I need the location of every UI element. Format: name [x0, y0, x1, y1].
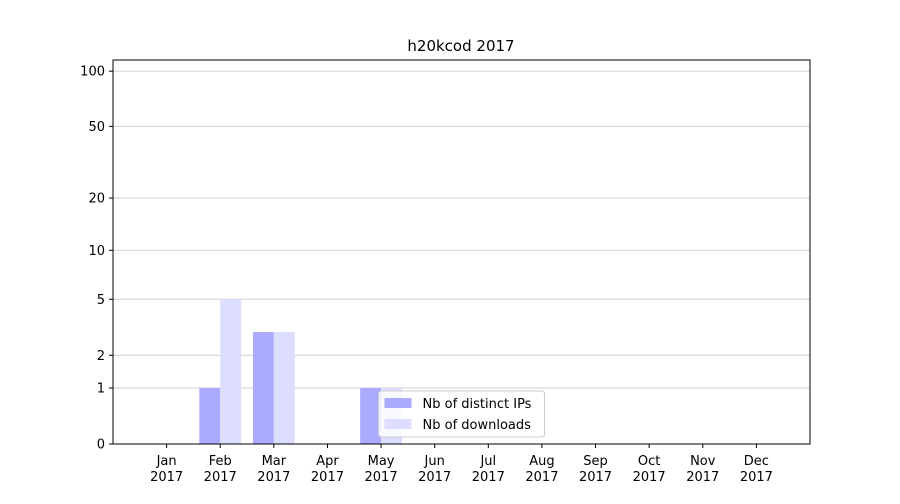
chart-title: h20kcod 2017	[407, 37, 514, 55]
bar	[252, 332, 274, 444]
y-tick-label: 2	[97, 349, 105, 364]
legend-label: Nb of downloads	[423, 418, 532, 433]
legend-swatch	[384, 419, 412, 429]
x-tick-label: Nov 2017	[686, 454, 719, 485]
x-tick-label: Jun 2017	[418, 454, 451, 485]
x-tick-label: Sep 2017	[579, 454, 612, 485]
x-tick-label: Jan 2017	[150, 454, 183, 485]
x-tick-label: Apr 2017	[311, 454, 344, 485]
y-tick-label: 50	[88, 120, 105, 135]
x-tick-label: Mar 2017	[257, 454, 290, 485]
y-tick-label: 100	[80, 65, 105, 80]
bar	[360, 388, 382, 444]
y-tick-label: 20	[88, 192, 105, 207]
x-tick-label: Aug 2017	[525, 454, 558, 485]
x-tick-label: Dec 2017	[740, 454, 773, 485]
x-tick-label: Feb 2017	[204, 454, 237, 485]
bar	[199, 388, 221, 444]
legend-label: Nb of distinct IPs	[423, 397, 532, 412]
y-tick-label: 0	[97, 438, 105, 453]
y-tick-label: 1	[97, 382, 105, 397]
y-tick-label: 5	[97, 293, 105, 308]
x-tick-label: May 2017	[365, 454, 398, 485]
y-tick-label: 10	[88, 244, 105, 259]
bar	[273, 332, 295, 444]
plot-frame	[112, 59, 811, 445]
bar	[220, 299, 242, 444]
legend-box	[378, 390, 545, 438]
x-tick-label: Oct 2017	[633, 454, 666, 485]
legend-swatch	[384, 398, 412, 408]
x-tick-label: Jul 2017	[472, 454, 505, 485]
